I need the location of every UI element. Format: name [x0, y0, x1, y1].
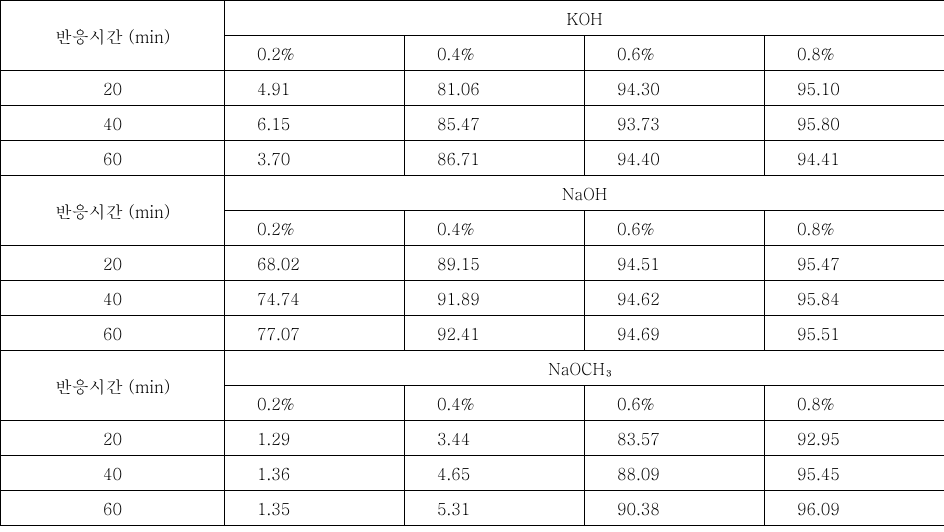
- data-value: 92.41: [405, 316, 585, 351]
- section1-header-row1: 반응시간 (min) NaOH: [1, 176, 944, 211]
- pct-header: 0.8%: [765, 36, 944, 71]
- data-value: 94.69: [585, 316, 765, 351]
- data-value: 95.84: [765, 281, 944, 316]
- data-value: 94.30: [585, 71, 765, 106]
- data-value: 93.73: [585, 106, 765, 141]
- pct-header: 0.6%: [585, 211, 765, 246]
- data-value: 94.41: [765, 141, 944, 176]
- data-value: 95.45: [765, 456, 944, 491]
- table-row: 40 74.74 91.89 94.62 95.84: [1, 281, 944, 316]
- data-value: 6.15: [225, 106, 405, 141]
- time-value: 20: [1, 421, 225, 456]
- time-value: 60: [1, 141, 225, 176]
- data-value: 92.95: [765, 421, 944, 456]
- data-table: 반응시간 (min) KOH 0.2% 0.4% 0.6% 0.8% 20 4.…: [0, 0, 944, 526]
- pct-header: 0.2%: [225, 386, 405, 421]
- data-value: 90.38: [585, 491, 765, 526]
- data-value: 4.91: [225, 71, 405, 106]
- table-row: 20 1.29 3.44 83.57 92.95: [1, 421, 944, 456]
- data-value: 94.40: [585, 141, 765, 176]
- data-value: 74.74: [225, 281, 405, 316]
- data-value: 1.29: [225, 421, 405, 456]
- time-value: 20: [1, 246, 225, 281]
- time-value: 20: [1, 71, 225, 106]
- data-value: 3.44: [405, 421, 585, 456]
- time-value: 60: [1, 491, 225, 526]
- data-value: 68.02: [225, 246, 405, 281]
- time-value: 60: [1, 316, 225, 351]
- table-row: 20 68.02 89.15 94.51 95.47: [1, 246, 944, 281]
- data-value: 95.10: [765, 71, 944, 106]
- data-value: 4.65: [405, 456, 585, 491]
- data-value: 96.09: [765, 491, 944, 526]
- table-row: 60 3.70 86.71 94.40 94.41: [1, 141, 944, 176]
- time-header: 반응시간 (min): [1, 351, 225, 421]
- time-value: 40: [1, 106, 225, 141]
- pct-header: 0.4%: [405, 386, 585, 421]
- time-header: 반응시간 (min): [1, 1, 225, 71]
- data-value: 91.89: [405, 281, 585, 316]
- time-header: 반응시간 (min): [1, 176, 225, 246]
- data-value: 95.51: [765, 316, 944, 351]
- data-value: 1.35: [225, 491, 405, 526]
- data-value: 5.31: [405, 491, 585, 526]
- data-value: 95.47: [765, 246, 944, 281]
- table-row: 40 1.36 4.65 88.09 95.45: [1, 456, 944, 491]
- pct-header: 0.6%: [585, 386, 765, 421]
- data-value: 89.15: [405, 246, 585, 281]
- pct-header: 0.2%: [225, 36, 405, 71]
- data-value: 83.57: [585, 421, 765, 456]
- data-value: 95.80: [765, 106, 944, 141]
- pct-header: 0.8%: [765, 386, 944, 421]
- section0-header-row1: 반응시간 (min) KOH: [1, 1, 944, 36]
- catalyst-header: NaOCH₃: [225, 351, 944, 386]
- table-row: 60 1.35 5.31 90.38 96.09: [1, 491, 944, 526]
- data-value: 81.06: [405, 71, 585, 106]
- pct-header: 0.6%: [585, 36, 765, 71]
- data-value: 94.62: [585, 281, 765, 316]
- catalyst-header: KOH: [225, 1, 944, 36]
- data-value: 1.36: [225, 456, 405, 491]
- data-value: 77.07: [225, 316, 405, 351]
- data-value: 86.71: [405, 141, 585, 176]
- table-row: 40 6.15 85.47 93.73 95.80: [1, 106, 944, 141]
- data-value: 85.47: [405, 106, 585, 141]
- section2-header-row1: 반응시간 (min) NaOCH₃: [1, 351, 944, 386]
- time-value: 40: [1, 281, 225, 316]
- data-value: 88.09: [585, 456, 765, 491]
- time-value: 40: [1, 456, 225, 491]
- pct-header: 0.2%: [225, 211, 405, 246]
- pct-header: 0.4%: [405, 211, 585, 246]
- table-row: 60 77.07 92.41 94.69 95.51: [1, 316, 944, 351]
- table-row: 20 4.91 81.06 94.30 95.10: [1, 71, 944, 106]
- catalyst-header: NaOH: [225, 176, 944, 211]
- pct-header: 0.8%: [765, 211, 944, 246]
- data-value: 94.51: [585, 246, 765, 281]
- data-value: 3.70: [225, 141, 405, 176]
- pct-header: 0.4%: [405, 36, 585, 71]
